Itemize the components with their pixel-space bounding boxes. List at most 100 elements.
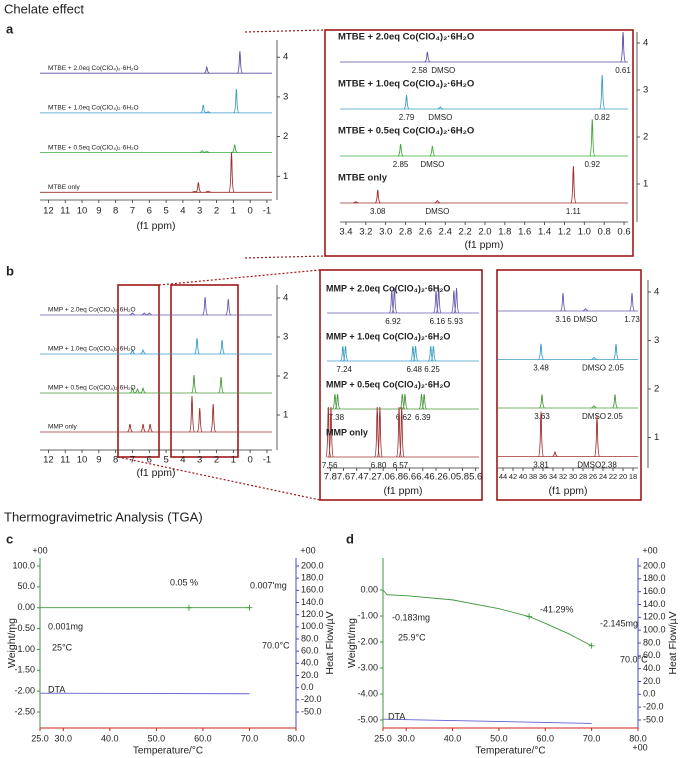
x-tick-label: 1.0 xyxy=(578,227,591,238)
x-tick-label: 38 xyxy=(529,472,537,481)
peak-label: 6.57 xyxy=(393,461,409,470)
x-tick-label: 7.4 xyxy=(350,472,363,483)
x-tick-label: 11 xyxy=(60,206,70,217)
x-tick-label: 2.0 xyxy=(478,227,491,238)
x-tick-label: 50.0 xyxy=(490,733,508,743)
series-name: MTBE only xyxy=(48,184,81,191)
peak xyxy=(391,287,398,314)
curve xyxy=(382,718,592,724)
x-tick-label: 1.4 xyxy=(538,227,551,238)
peak xyxy=(582,308,589,312)
annotation: -0.183mg xyxy=(392,612,430,622)
peak xyxy=(237,51,243,74)
y-tick-label: 2 xyxy=(643,132,648,143)
peak xyxy=(141,312,147,316)
y-tick-label: -2.00 xyxy=(14,686,35,696)
y2-tick-label: 200.0 xyxy=(301,560,324,570)
annotation: 70.0°C xyxy=(620,654,648,664)
y2-axis-label: Heat Flow/µV xyxy=(667,611,679,674)
panel-label: d xyxy=(346,531,354,546)
peak xyxy=(629,292,635,312)
x-axis-label: (f1 ppm) xyxy=(136,467,175,479)
panel-label: c xyxy=(6,531,13,546)
y-tick-label: 3 xyxy=(643,85,648,96)
curve xyxy=(382,589,592,647)
peak xyxy=(129,348,136,355)
x-tick-label: 22 xyxy=(609,472,617,481)
y-tick-label: 4 xyxy=(283,293,288,304)
peak xyxy=(388,290,395,314)
peak xyxy=(424,51,431,63)
x-tick-label: 2 xyxy=(214,206,219,217)
series-name: MTBE + 2.0eq Co(ClO₄)₂·6H₂O xyxy=(48,65,139,72)
peak-label: DMSO xyxy=(431,66,455,75)
x-tick-label: 0.8 xyxy=(598,227,611,238)
y-tick-label: -4.00 xyxy=(357,688,378,698)
peak xyxy=(342,345,349,362)
x-tick-label: 32 xyxy=(559,472,567,481)
x-tick-label: 80.0 xyxy=(629,733,647,743)
x-tick-label: 6.8 xyxy=(390,472,403,483)
y2-tick-label: -50.0 xyxy=(643,714,664,724)
peak-label: DMSO xyxy=(574,315,598,324)
y-axis-label: Weight/mg xyxy=(6,618,18,668)
y-tick-label: -2.00 xyxy=(357,636,378,646)
peak-label: 3.48 xyxy=(533,364,549,373)
curve-marker xyxy=(588,642,595,649)
peak-label: 2.79 xyxy=(399,113,415,122)
peak xyxy=(219,339,225,355)
peak xyxy=(140,423,146,433)
peak xyxy=(233,88,240,114)
x-tick-label: 7.6 xyxy=(337,472,350,483)
peak xyxy=(434,199,441,204)
peak xyxy=(204,150,210,153)
x-tick-label: 6 xyxy=(147,206,152,217)
x-tick-label: 1.8 xyxy=(498,227,511,238)
x-tick-label: 5 xyxy=(163,455,168,466)
x-tick-label: 6.0 xyxy=(443,472,456,483)
y-tick-label: 1 xyxy=(283,410,288,421)
y-axis-top: +00 xyxy=(32,545,47,555)
peak xyxy=(376,406,383,458)
x-tick-label: 30.0 xyxy=(397,733,415,743)
x-tick-label: -1 xyxy=(263,206,271,217)
peak xyxy=(613,343,619,360)
peak-label: 3.08 xyxy=(370,207,386,216)
annotation: DTA xyxy=(388,711,405,721)
x-tick-label: 5.6 xyxy=(469,472,482,483)
annotation: 70.0°C xyxy=(262,640,290,650)
y-tick-label: 100.0 xyxy=(12,560,35,570)
peak xyxy=(328,406,334,458)
y-tick-label: 2 xyxy=(283,131,288,142)
peak-label: 7.56 xyxy=(322,461,338,470)
x-tick-label: 1 xyxy=(231,206,236,217)
zoom-box xyxy=(324,29,634,257)
y-tick-label: 1 xyxy=(643,179,648,190)
y-tick-label: -1.00 xyxy=(357,610,378,620)
x-tick-label: 11 xyxy=(60,455,70,466)
zoom-boxes xyxy=(117,29,642,501)
peak xyxy=(433,290,439,314)
peak xyxy=(189,395,195,433)
x-tick-label: 42 xyxy=(509,472,517,481)
x-tick-label: 9 xyxy=(96,455,101,466)
peak xyxy=(200,104,207,114)
peak-label: 3.16 xyxy=(555,315,571,324)
y-tick-label: 1 xyxy=(654,432,659,443)
x-axis-label: Temperature/°C xyxy=(133,746,203,757)
annotation: 0.001mg xyxy=(48,621,83,631)
x-tick-label: 25.0 xyxy=(31,733,49,743)
peak xyxy=(421,393,427,410)
x-tick-label: 60.0 xyxy=(194,733,212,743)
peak-label: 0.82 xyxy=(594,113,610,122)
x-tick-label: 2 xyxy=(214,455,219,466)
y2-tick-label: 60.0 xyxy=(301,646,319,656)
zoom-box xyxy=(170,284,239,458)
peak xyxy=(231,144,238,153)
series-name: MMP + 2.0eq Co(ClO₄)₂·6H₂O xyxy=(326,283,450,293)
x-tick-label: 12 xyxy=(43,206,54,217)
x-tick-label: 1.2 xyxy=(558,227,571,238)
y2-tick-label: 80.0 xyxy=(301,633,319,643)
x-tick-label: 40.0 xyxy=(444,733,462,743)
peak-label: 6.16 xyxy=(430,317,446,326)
